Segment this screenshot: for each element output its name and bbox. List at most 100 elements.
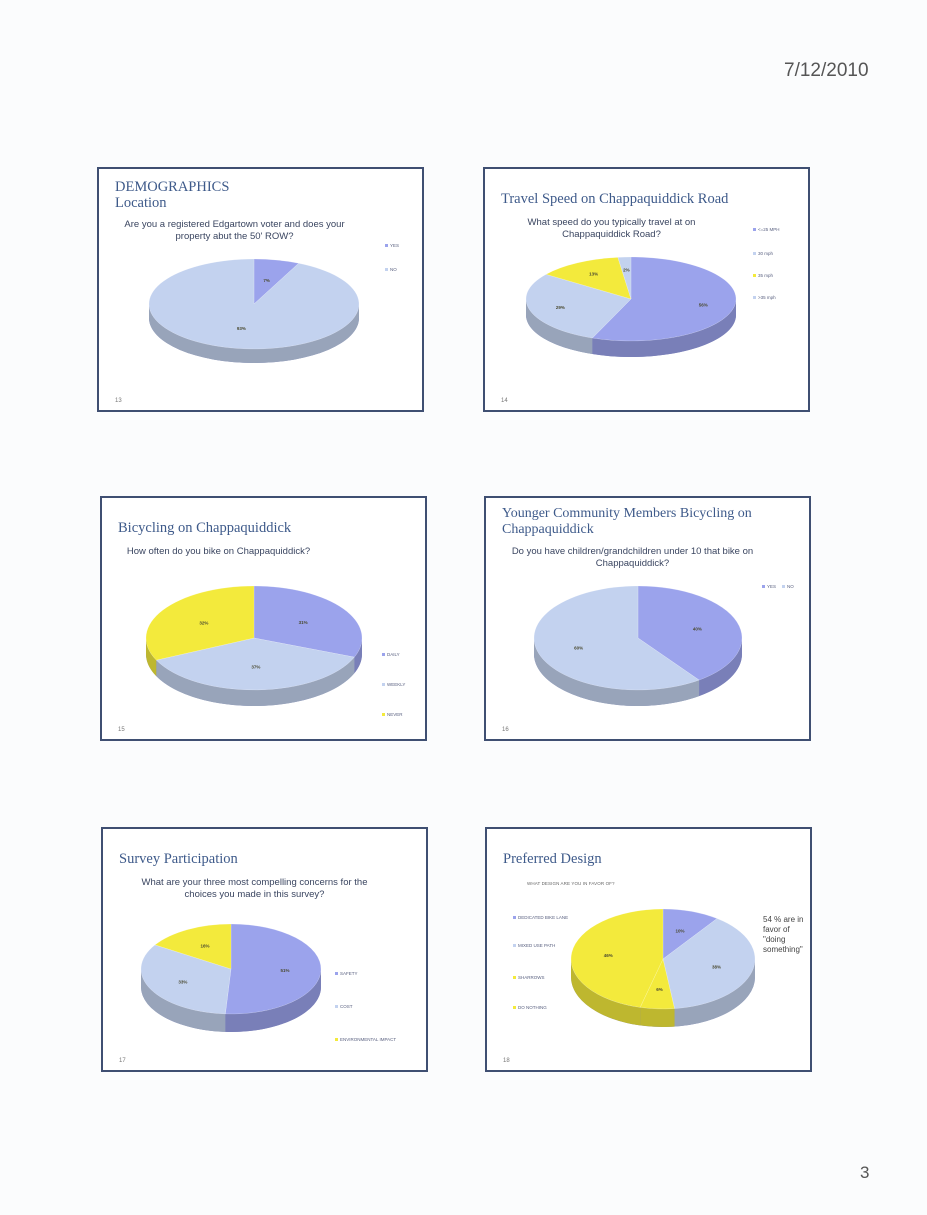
legend-item: DEDICATED BIKE LANE	[513, 915, 568, 920]
slide-title: Travel Speed on Chappaquiddick Road	[501, 191, 729, 207]
slide-question: Do you have children/grandchildren under…	[511, 546, 754, 569]
slice-data-label: 60%	[574, 646, 583, 651]
legend-item: NO	[385, 267, 397, 272]
legend-item: 30 mph	[753, 251, 773, 256]
pie-slice	[154, 923, 232, 970]
pie-slice-side	[699, 638, 742, 697]
legend-item: DO NOTHING	[513, 1005, 547, 1010]
legend-item: SHARROWS	[513, 975, 545, 980]
pie-slice	[155, 637, 355, 691]
pie-slice	[533, 585, 700, 691]
pie-slice	[662, 908, 718, 960]
slide-question: What are your three most compelling conc…	[141, 877, 368, 900]
legend-item: YES	[762, 584, 776, 589]
slide-title: Younger Community Members Bicycling on C…	[502, 506, 752, 537]
slide-question: WHAT DESIGN ARE YOU IN FAVOR OF?	[527, 881, 615, 886]
pie-slice	[637, 585, 743, 681]
legend-item: DAILY	[382, 652, 400, 657]
pie-slice-side	[640, 1007, 675, 1027]
pie-slice	[148, 258, 360, 350]
pie-slice-side	[354, 638, 362, 674]
pie-chart: 7% 93%	[148, 258, 360, 363]
slice-data-label: 93%	[237, 326, 246, 331]
pie-slice-side	[225, 969, 321, 1032]
legend-item: NO	[782, 584, 794, 589]
slide-18: Preferred Design WHAT DESIGN ARE YOU IN …	[485, 827, 812, 1072]
pie-slice-side	[592, 299, 736, 357]
pie-slice	[253, 258, 300, 305]
slice-data-label: 6%	[656, 987, 663, 992]
legend-item: 35 mph	[753, 273, 773, 278]
slice-data-label: 16%	[200, 943, 209, 948]
slice-data-label: 7%	[263, 278, 270, 283]
slice-data-label: 38%	[712, 964, 721, 969]
slice-data-label: 51%	[280, 968, 289, 973]
legend-item: COST	[335, 1004, 353, 1009]
pie-slice-side	[156, 657, 355, 706]
pie-slice	[617, 256, 632, 300]
slice-data-label: 37%	[251, 665, 260, 670]
pie-slice	[525, 274, 632, 339]
slide-question: What speed do you typically travel at on…	[527, 217, 696, 240]
legend-item: YES	[385, 243, 399, 248]
pie-chart: 40% 60%	[533, 585, 743, 706]
slice-data-label: 2%	[623, 268, 630, 273]
pie-slice-side	[141, 969, 226, 1032]
slide-note: 54 % are in favor of "doing something"	[763, 915, 804, 954]
pie-slice	[591, 256, 737, 342]
slide-13: DEMOGRAPHICS Location Are you a register…	[97, 167, 424, 412]
pie-slice	[662, 918, 756, 1009]
legend-item: NEVER	[382, 712, 403, 717]
slide-number: 14	[501, 398, 508, 404]
pie-slice	[639, 958, 675, 1010]
slide-number: 17	[119, 1058, 126, 1064]
slice-data-label: 13%	[589, 272, 598, 277]
legend-item: ENVIRONMENTAL IMPACT	[335, 1037, 396, 1042]
slide-title: Bicycling on Chappaquiddick	[118, 520, 292, 536]
legend-item: >35 mph	[753, 295, 776, 300]
legend-item: <=25 MPH	[753, 227, 780, 232]
legend-item: WEEKLY	[382, 682, 405, 687]
pie-slice-side	[674, 959, 755, 1027]
pie-slice-side	[526, 299, 593, 355]
pie-slice	[253, 585, 363, 658]
slide-number: 13	[115, 398, 122, 404]
slice-data-label: 40%	[693, 626, 702, 631]
slide-question: How often do you bike on Chappaquiddick?	[126, 546, 311, 557]
slide-number: 16	[502, 727, 509, 733]
slice-data-label: 46%	[604, 953, 613, 958]
slice-data-label: 29%	[556, 305, 565, 310]
print-date: 7/12/2010	[784, 60, 869, 81]
slide-number: 15	[118, 727, 125, 733]
pie-chart: 56% 29% 13% 2%	[525, 256, 737, 357]
pie-chart: 31% 37% 32%	[145, 585, 363, 706]
pie-slice	[225, 923, 322, 1015]
pie-chart: 51% 33% 16%	[140, 923, 322, 1032]
slide-title: Survey Participation	[119, 851, 238, 867]
slide-number: 18	[503, 1058, 510, 1064]
slice-data-label: 31%	[299, 620, 308, 625]
slice-data-label: 32%	[199, 621, 208, 626]
pie-slice	[145, 585, 255, 661]
slide-question: Are you a registered Edgartown voter and…	[124, 219, 345, 242]
slide-15: Bicycling on Chappaquiddick How often do…	[100, 496, 427, 741]
slide-title: Preferred Design	[503, 851, 602, 867]
slice-data-label: 10%	[676, 928, 685, 933]
slice-data-label: 56%	[699, 303, 708, 308]
pie-slice-side	[146, 638, 157, 677]
legend-item: MIXED USE PATH	[513, 943, 555, 948]
slide-14: Travel Speed on Chappaquiddick Road What…	[483, 167, 810, 412]
page-number: 3	[860, 1163, 870, 1182]
slide-17: Survey Participation What are your three…	[101, 827, 428, 1072]
legend-item: SAFETY	[335, 971, 358, 976]
pie-slice	[140, 944, 232, 1015]
pie-slice-side	[571, 959, 641, 1026]
pie-slice	[545, 257, 632, 300]
slide-16: Younger Community Members Bicycling on C…	[484, 496, 811, 741]
pie-slice-side	[149, 304, 359, 363]
slice-data-label: 33%	[178, 979, 187, 984]
slide-title: DEMOGRAPHICS Location	[115, 179, 230, 211]
pie-chart: 10% 38% 6% 46%	[570, 908, 756, 1027]
pie-slice-side	[534, 638, 700, 706]
pie-slice	[570, 908, 664, 1008]
